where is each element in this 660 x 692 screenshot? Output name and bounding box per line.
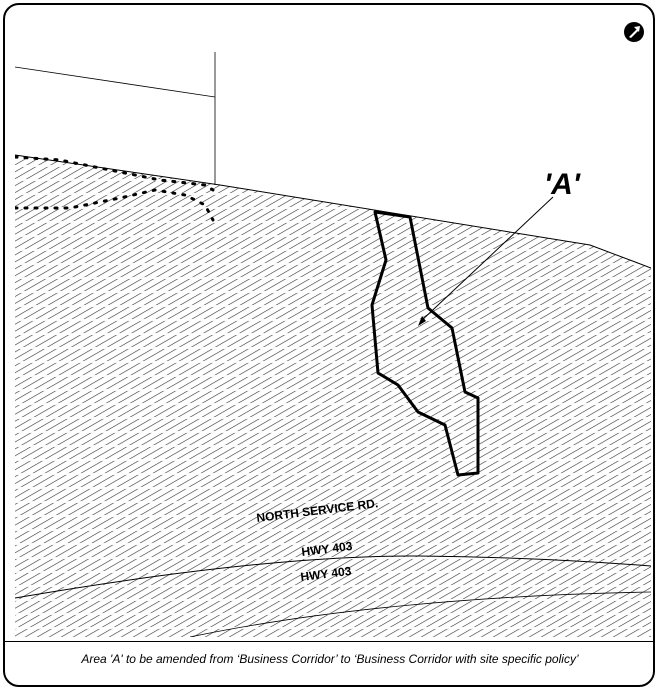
leader-arrowhead	[418, 316, 426, 326]
dotted-boundary-upper	[15, 155, 215, 192]
north-arrow-icon	[624, 22, 644, 42]
property-line	[15, 66, 216, 98]
area-a-label: 'A'	[544, 168, 581, 201]
hwy-403-line-south	[189, 591, 651, 637]
dotted-boundary-lower	[15, 188, 215, 222]
area-a-polygon	[370, 210, 480, 477]
map-caption: Area 'A' to be amended from ‘Business Co…	[81, 652, 579, 666]
caption-divider	[5, 641, 655, 642]
hwy-403-line-north	[15, 555, 651, 599]
hwy-403-label-upper: HWY 403	[301, 539, 354, 559]
area-a-leader-line	[419, 196, 554, 323]
hwy-403-label-lower: HWY 403	[300, 564, 353, 584]
